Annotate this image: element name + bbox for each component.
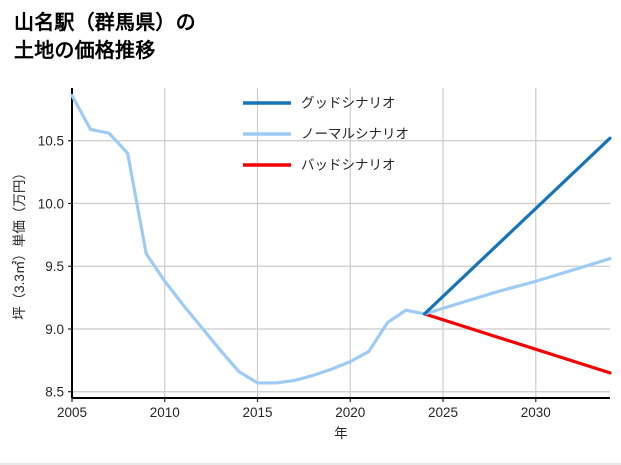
series-line-good xyxy=(422,136,612,316)
y-tick-label: 9.5 xyxy=(45,259,64,274)
axis-lines xyxy=(71,88,610,399)
x-tick-label: 2005 xyxy=(57,405,87,420)
y-tick-label: 9.0 xyxy=(45,322,64,337)
x-tick-label: 2020 xyxy=(335,405,365,420)
series-line-bad xyxy=(422,312,612,375)
series-line-normal xyxy=(70,93,612,385)
x-axis-title: 年 xyxy=(334,426,348,441)
y-tick-label: 10.0 xyxy=(38,196,64,211)
y-tick-labels: 8.5 9.0 9.5 10.0 10.5 xyxy=(38,134,64,400)
legend-label: バッドシナリオ xyxy=(301,158,396,173)
x-tick-label: 2030 xyxy=(521,405,551,420)
y-tick-label: 10.5 xyxy=(38,134,64,149)
y-tick-label: 8.5 xyxy=(45,385,64,400)
x-tick-label: 2015 xyxy=(242,405,272,420)
legend-label: グッドシナリオ xyxy=(301,96,396,111)
x-tick-label: 2025 xyxy=(428,405,458,420)
x-tick-labels: 2005 2010 2015 2020 2025 2030 xyxy=(57,405,551,420)
y-axis-title: 坪（3.3㎡）単価（万円） xyxy=(12,166,27,320)
x-tick-label: 2010 xyxy=(150,405,180,420)
legend-label: ノーマルシナリオ xyxy=(301,127,409,142)
data-series xyxy=(70,93,612,385)
plot-background xyxy=(72,88,610,398)
y-tick-marks xyxy=(68,140,72,393)
page-title: 山名駅（群馬県）の 土地の価格推移 xyxy=(14,12,196,63)
gridlines xyxy=(71,88,610,398)
x-tick-marks xyxy=(71,398,537,402)
